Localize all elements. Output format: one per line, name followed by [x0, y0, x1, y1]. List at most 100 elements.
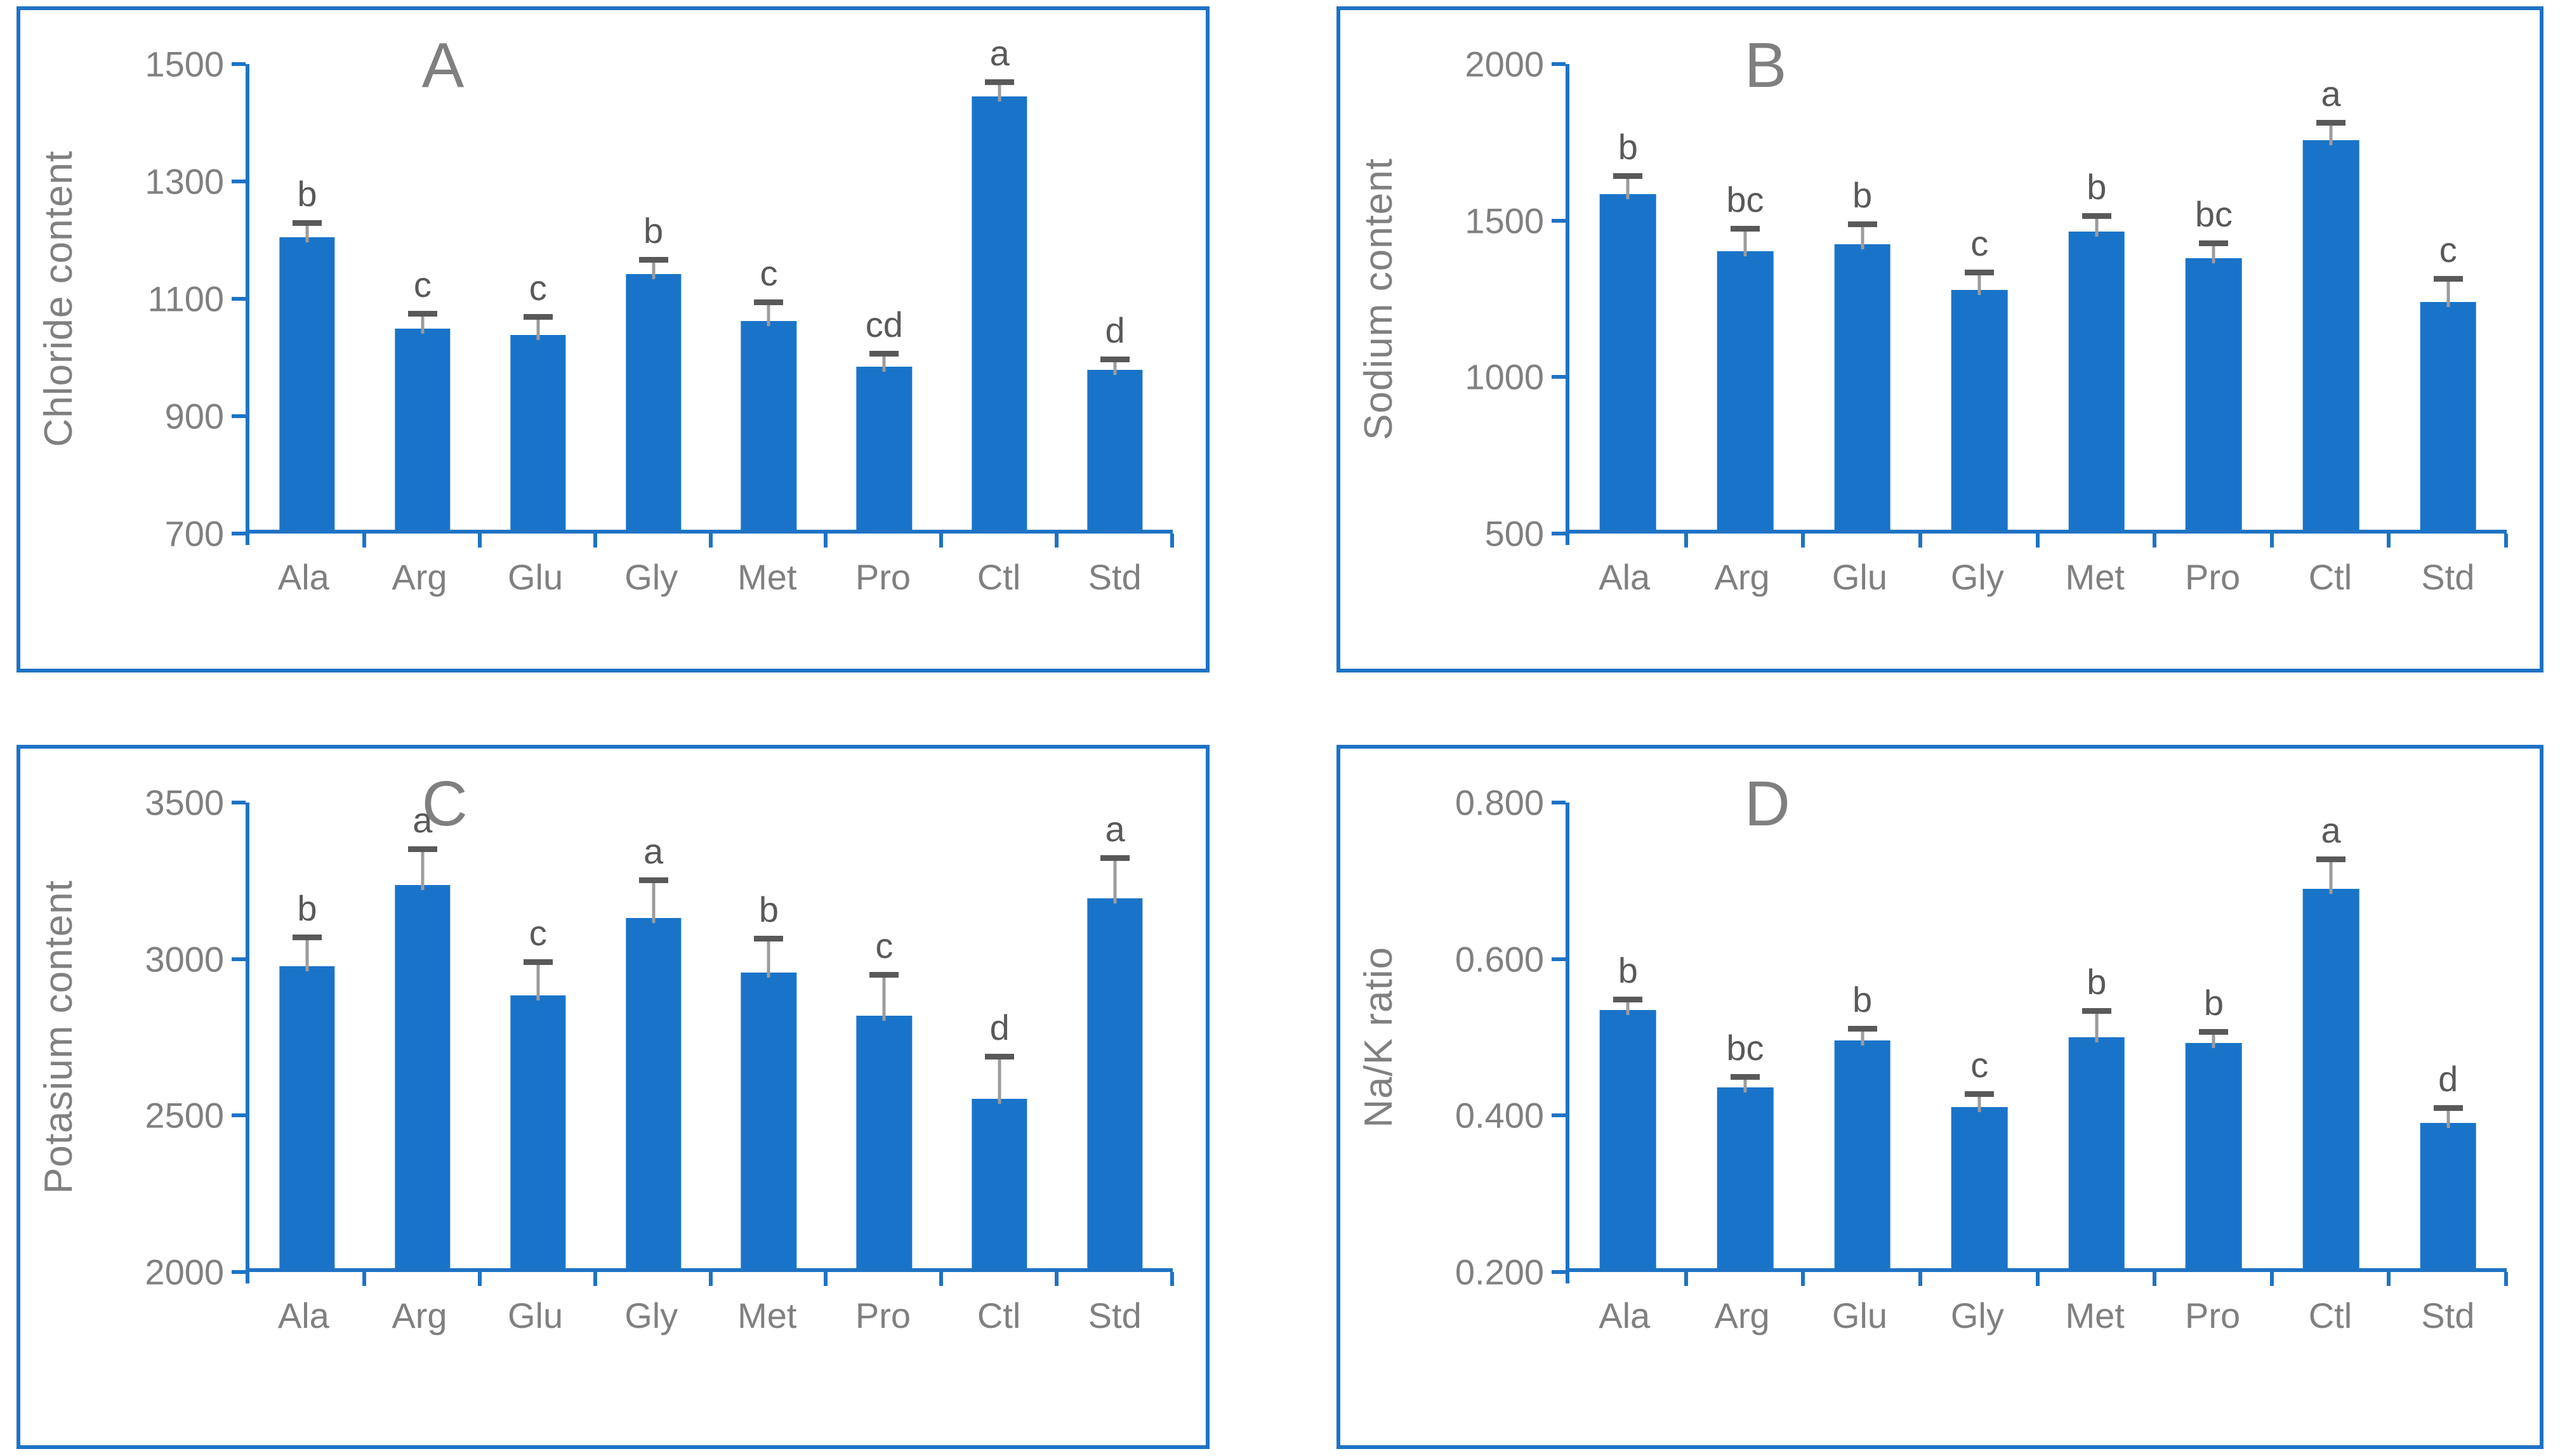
bar: [1600, 1010, 1656, 1268]
bar: [2068, 232, 2125, 530]
error-bar-stem: [1977, 272, 1981, 296]
plot-area: b c c b c cd a d: [232, 36, 1174, 548]
x-tick-mark: [1801, 534, 1805, 548]
y-tick-label: 2500: [145, 1095, 224, 1136]
y-tick-label: 900: [164, 396, 224, 436]
x-tick-mark: [824, 1272, 828, 1286]
bar: [1600, 194, 1656, 530]
error-bar-stem: [998, 82, 1001, 102]
sig-letter: c: [875, 925, 894, 966]
x-tick-mark: [593, 1272, 597, 1286]
bar: [1951, 290, 2008, 530]
sig-letter: c: [413, 264, 432, 305]
x-tick-label: Ala: [1599, 557, 1651, 597]
y-tick-mark: [232, 532, 246, 535]
error-bar-stem: [652, 881, 656, 924]
sig-letter: a: [412, 800, 433, 841]
error-bar-cap: [1965, 269, 1995, 275]
y-axis-title: Na/K ratio: [1356, 947, 1401, 1128]
x-axis-labels: Ala Arg Glu Gly Met Pro Ctl Std: [246, 556, 1173, 598]
y-tick-label: 1500: [1465, 200, 1544, 241]
bar: [1834, 1040, 1890, 1268]
x-tick-mark: [1170, 534, 1174, 548]
error-bar-cap: [2433, 1105, 2463, 1112]
y-tick-mark: [232, 1113, 246, 1118]
sig-letter: a: [2321, 73, 2341, 114]
bar: [2186, 258, 2242, 530]
y-axis-tail: [246, 1268, 249, 1283]
error-bar-cap: [2316, 119, 2346, 126]
sig-letter: d: [989, 1007, 1010, 1047]
error-bar-stem: [2329, 860, 2333, 894]
error-bar-stem: [767, 939, 770, 978]
sig-letter: c: [760, 253, 778, 294]
bar-slot: cd: [826, 64, 942, 530]
bar: [510, 995, 566, 1268]
bar-slots: b bc b c b b a d: [1569, 803, 2507, 1268]
bar-slot: a: [942, 36, 1057, 530]
bar-slot: c: [1921, 64, 2038, 530]
y-tick-label: 2000: [1465, 44, 1544, 84]
error-bar-cap: [2082, 1008, 2111, 1014]
x-tick-label: Met: [737, 557, 797, 597]
x-tick-label: Pro: [2184, 1295, 2241, 1335]
y-tick-mark: [1552, 1113, 1566, 1118]
x-tick-mark: [1055, 534, 1059, 548]
y-axis-tail: [1566, 530, 1569, 545]
x-tick-label: Gly: [624, 1295, 678, 1335]
y-tick-label: 500: [1484, 513, 1544, 554]
x-tick-label: Met: [737, 1295, 797, 1335]
bar: [2302, 888, 2359, 1268]
x-tick-mark: [2153, 1272, 2157, 1286]
error-bar-cap: [638, 877, 668, 884]
error-bar-cap: [1730, 1074, 1760, 1080]
x-tick-mark: [1684, 534, 1688, 548]
plot-area: b bc b c b bc a c: [1552, 62, 2508, 548]
panel-b: Sodium content 2000 1500 1000 500 B b bc b c b b…: [1336, 6, 2544, 672]
error-bar-cap: [1100, 855, 1130, 861]
error-bar-cap: [1613, 996, 1643, 1002]
x-axis-labels: Ala Arg Glu Gly Met Pro Ctl Std: [1566, 1295, 2507, 1336]
error-bar-stem: [2446, 279, 2450, 307]
x-tick-label: Std: [1088, 557, 1142, 597]
x-tick-mark: [2035, 534, 2040, 548]
x-tick-mark: [2269, 1272, 2274, 1286]
y-tick-label: 3500: [145, 782, 224, 823]
error-bar-cap: [869, 971, 899, 978]
bar-slots: b c c b c cd a d: [249, 36, 1173, 530]
x-tick-label: Glu: [1831, 1295, 1888, 1335]
x-tick-mark: [1170, 1272, 1174, 1286]
y-tick-mark: [1552, 218, 1566, 223]
error-bar-stem: [2095, 1011, 2099, 1043]
sig-letter: d: [1105, 310, 1125, 350]
x-tick-label: Ala: [1599, 1295, 1651, 1335]
error-bar-cap: [1100, 356, 1130, 362]
error-bar-stem: [882, 353, 886, 372]
bar-slot: b: [249, 803, 365, 1268]
error-bar-cap: [1730, 226, 1760, 232]
bar-slot: c: [480, 64, 596, 530]
bar: [2186, 1042, 2242, 1268]
error-bar-cap: [523, 959, 553, 965]
error-bar-stem: [652, 259, 656, 279]
panel-d: Na/K ratio 0.800 0.600 0.400 0.200 D b bc b c b…: [1336, 745, 2544, 1449]
bar: [1717, 1087, 1774, 1268]
error-bar-cap: [2199, 240, 2229, 246]
sig-letter: b: [1618, 126, 1638, 167]
bar: [972, 1098, 1027, 1268]
bar-slot: b: [1569, 64, 1687, 530]
sig-letter: bc: [1726, 1028, 1764, 1068]
bar-slot: bc: [2155, 64, 2273, 530]
x-tick-label: Gly: [624, 557, 678, 597]
y-tick-mark: [232, 180, 246, 183]
x-tick-label: Ctl: [2308, 1295, 2352, 1335]
bar-slot: c: [2389, 64, 2507, 530]
y-tick-mark: [1552, 532, 1566, 535]
bar: [856, 1016, 912, 1268]
error-bar-stem: [421, 313, 425, 334]
y-tick-mark: [232, 62, 246, 66]
sig-letter: b: [2087, 962, 2107, 1002]
bar: [741, 320, 797, 530]
sig-letter: b: [297, 888, 317, 928]
error-bar-stem: [1743, 1077, 1747, 1093]
